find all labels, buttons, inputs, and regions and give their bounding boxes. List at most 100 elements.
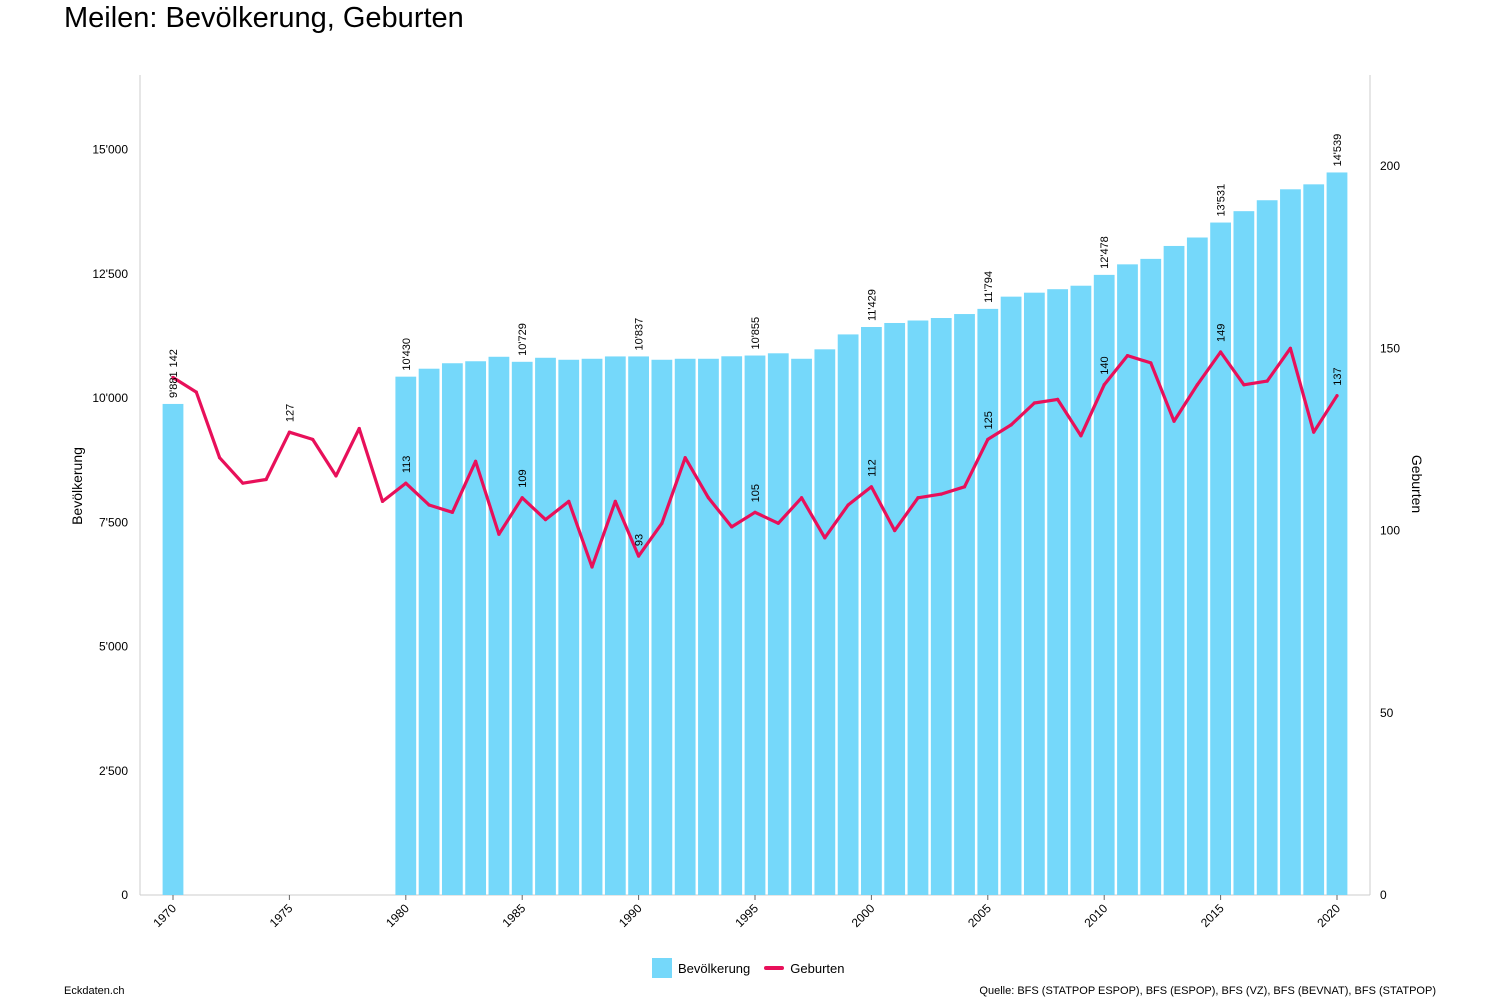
line-point (939, 492, 943, 496)
bar (1280, 189, 1301, 895)
y-axis-label: Bevölkerung (69, 447, 85, 525)
line-point (427, 503, 431, 507)
footer-source: Quelle: BFS (STATPOP ESPOP), BFS (ESPOP)… (979, 985, 1436, 997)
bar (465, 361, 487, 896)
bar (674, 358, 696, 896)
line-point (823, 536, 827, 540)
x-tick-label: 1990 (616, 901, 645, 930)
bar (884, 322, 906, 895)
legend-bar-label: Bevölkerung (678, 960, 751, 976)
line-data-label: 113 (401, 456, 413, 474)
bar (604, 356, 626, 895)
line-point (520, 496, 524, 500)
x-tick-label: 1970 (150, 901, 179, 930)
bar-data-label: 11'429 (866, 289, 878, 321)
y-tick-label: 5'000 (99, 640, 128, 654)
bar (581, 358, 603, 896)
line-point (660, 521, 664, 525)
line-point (380, 499, 385, 503)
x-tick-label: 2015 (1198, 901, 1227, 930)
x-tick-label: 1995 (732, 901, 761, 930)
line-point (194, 390, 198, 394)
bar (395, 376, 417, 895)
line-point (1288, 346, 1293, 350)
bar (814, 349, 836, 895)
line-point (334, 474, 338, 478)
bar (418, 368, 440, 895)
line-point (450, 510, 454, 514)
bar (721, 356, 743, 895)
line-point (264, 477, 268, 482)
y-tick-label: 12'500 (92, 267, 128, 281)
bar (1303, 184, 1325, 896)
line-point (1242, 383, 1246, 387)
bar (162, 403, 184, 895)
y-tick-label: 0 (121, 888, 128, 902)
bar (1070, 285, 1092, 895)
line-data-label: 125 (983, 411, 995, 429)
bar (1210, 222, 1231, 896)
bar-data-label: 11'794 (983, 271, 995, 303)
line-point (357, 426, 361, 431)
x-tick-label: 1980 (383, 901, 412, 930)
bar (511, 361, 533, 895)
line-data-label: 112 (866, 459, 878, 477)
line-point (311, 437, 315, 442)
bar (1000, 296, 1022, 895)
line-point (962, 485, 967, 489)
line-point (1312, 430, 1316, 434)
line-point (637, 554, 641, 558)
line-point (241, 481, 245, 485)
line-point (776, 521, 780, 525)
line-data-label: 149 (1216, 324, 1228, 342)
bar (651, 359, 673, 895)
bar (954, 314, 975, 895)
line-point (916, 496, 920, 500)
bar (907, 320, 929, 895)
line-point (171, 375, 175, 380)
line-point (543, 518, 548, 522)
y2-tick-label: 150 (1380, 341, 1400, 355)
bar (698, 358, 719, 896)
legend-line-label: Geburten (790, 960, 845, 976)
line-data-label: 93 (634, 534, 646, 546)
line-series-geburten (171, 346, 1339, 569)
line-point (1149, 361, 1153, 365)
line-point (1032, 401, 1036, 405)
line-point (683, 456, 687, 460)
line-data-label: 105 (750, 484, 762, 502)
line-point (1125, 354, 1130, 358)
line-point (474, 459, 478, 463)
bar (767, 353, 789, 895)
x-tick-label: 2005 (965, 901, 994, 930)
bar (1186, 237, 1208, 895)
line-point (846, 503, 850, 507)
bar (441, 363, 463, 895)
line-point (730, 525, 734, 529)
line-point (986, 437, 990, 442)
line-data-label: 127 (284, 404, 296, 422)
bar (861, 327, 882, 896)
y-tick-label: 15'000 (92, 143, 128, 157)
bar (744, 355, 766, 895)
bar-data-label: 13'531 (1216, 184, 1228, 217)
x-tick-label: 1975 (267, 901, 296, 930)
legend: Bevölkerung Geburten (652, 958, 844, 978)
line-data-label: 137 (1332, 367, 1344, 385)
bar (488, 356, 510, 895)
bar-data-label: 10'729 (517, 323, 529, 356)
y-tick-label: 2'500 (99, 764, 128, 778)
data-labels: 9'881 10'430 10'729 10'837 10'855 11'429 11'79… (168, 134, 1344, 546)
chart-title: Meilen: Bevölkerung, Geburten (64, 2, 464, 34)
line-point (1219, 350, 1223, 354)
bar-data-label: 10'855 (750, 317, 762, 350)
legend-bar-swatch (652, 958, 672, 978)
bar-data-label: 14'539 (1332, 134, 1344, 167)
bar-series-bevoelkerung (162, 172, 1348, 896)
bar (791, 358, 812, 896)
bar (535, 357, 556, 895)
line-point (567, 499, 571, 503)
legend-line-swatch (764, 966, 785, 970)
bar (1233, 211, 1255, 896)
